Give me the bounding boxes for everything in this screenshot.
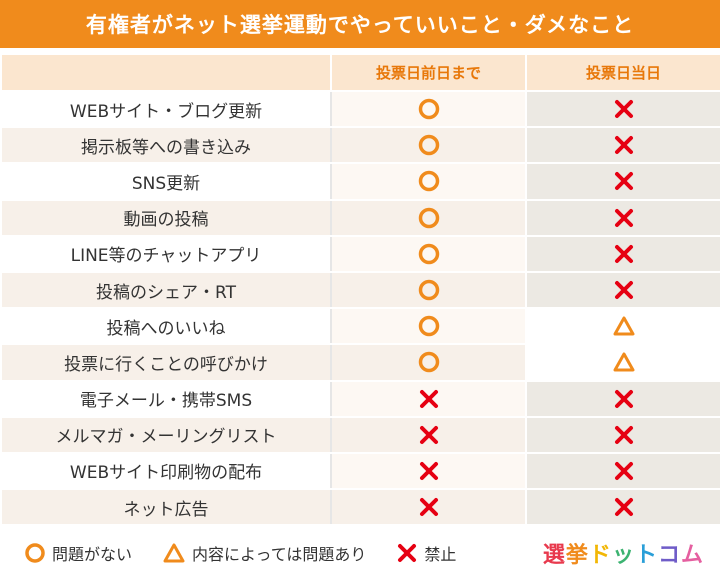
cell-election-day [525,162,720,201]
cell-election-day [525,343,720,382]
cell-election-day [525,126,720,165]
cell-election-day [525,488,720,527]
cell-election-day [525,451,720,491]
logo-char: ト [634,543,658,568]
column-header-item [0,53,332,92]
logo-char: ム [680,543,704,568]
row-label: WEBサイト印刷物の配布 [0,451,332,491]
table-header-row: 投票日前日まで 投票日当日 [0,53,720,92]
table-row: SNS更新 [0,162,720,201]
row-label: 動画の投稿 [0,198,332,237]
row-label: 投稿へのいいね [0,307,332,346]
circle-icon [418,98,439,120]
cross-icon [614,498,633,517]
row-label: 掲示板等への書き込み [0,126,332,165]
column-header-day: 投票日当日 [525,53,720,92]
cross-icon [419,425,438,444]
cross-icon [614,461,633,480]
row-label: ネット広告 [0,488,332,527]
cell-before-election-day [330,415,527,454]
cell-before-election-day [330,451,527,491]
cross-icon [614,244,633,263]
cross-icon [614,172,633,191]
cross-icon [614,136,633,155]
cell-before-election-day [330,89,527,129]
cell-before-election-day [330,343,527,382]
cell-before-election-day [330,488,527,527]
rules-table-wrapper: 投票日前日まで 投票日当日 WEBサイト・ブログ更新 掲示板等への書き込み SNS更… [0,53,720,527]
cross-icon [614,281,633,300]
cell-election-day [525,198,720,237]
row-label: WEBサイト・ブログ更新 [0,89,332,129]
circle-icon [418,315,439,337]
table-row: 投稿へのいいね [0,307,720,346]
logo-char: コ [657,543,681,568]
page-title: 有権者がネット選挙運動でやっていいこと・ダメなこと [0,0,720,48]
legend-partial: 内容によっては問題あり [162,541,366,565]
table-row: 投票に行くことの呼びかけ [0,343,720,382]
legend-ok: 問題がない [24,541,132,565]
cell-election-day [525,89,720,129]
cross-icon [614,100,633,119]
row-label: LINE等のチャットアプリ [0,234,332,273]
cross-icon [419,389,438,408]
circle-icon [418,279,439,301]
cell-before-election-day [330,234,527,273]
logo-char: ッ [611,543,635,568]
table-row: 投稿のシェア・RT [0,270,720,310]
cell-election-day [525,234,720,273]
cross-icon [419,461,438,480]
row-label: 投稿のシェア・RT [0,270,332,310]
cross-icon [614,425,633,444]
cell-election-day [525,415,720,454]
table-row: LINE等のチャットアプリ [0,234,720,273]
table-row: ネット広告 [0,488,720,527]
column-header-before: 投票日前日まで [330,53,527,92]
logo-char: 挙 [565,543,589,568]
cell-before-election-day [330,270,527,310]
table-row: WEBサイト・ブログ更新 [0,89,720,129]
triangle-icon [163,543,185,563]
cross-icon [614,389,633,408]
table-row: WEBサイト印刷物の配布 [0,451,720,491]
logo-char: ド [588,543,612,568]
legend-partial-label: 内容によっては問題あり [192,545,367,564]
triangle-icon [613,352,634,372]
circle-icon [418,352,439,373]
legend-bar: 問題がない 内容によっては問題あり 禁止 選挙ドットコム [0,530,720,576]
legend-ok-label: 問題がない [52,545,133,564]
circle-icon [418,243,439,265]
cross-icon [419,498,438,517]
cross-icon [614,208,633,227]
table-row: 掲示板等への書き込み [0,126,720,165]
cell-before-election-day [330,379,527,418]
circle-icon [25,543,45,563]
circle-icon [418,207,439,228]
cell-election-day [525,270,720,310]
row-label: メルマガ・メーリングリスト [0,415,332,454]
table-row: 動画の投稿 [0,198,720,237]
table-body: WEBサイト・ブログ更新 掲示板等への書き込み SNS更新 動画の投稿 LINE等のチャ… [0,89,720,527]
cell-before-election-day [330,198,527,237]
row-label: 投票に行くことの呼びかけ [0,343,332,382]
cell-before-election-day [330,162,527,201]
legend-ng: 禁止 [396,541,456,565]
cell-before-election-day [330,126,527,165]
legend-ng-label: 禁止 [424,545,457,564]
rules-table: 投票日前日まで 投票日当日 WEBサイト・ブログ更新 掲示板等への書き込み SNS更… [0,53,720,527]
circle-icon [418,171,439,192]
cross-icon [398,544,417,562]
cell-election-day [525,307,720,346]
logo-char: 選 [542,543,566,568]
row-label: SNS更新 [0,162,332,201]
triangle-icon [613,316,634,336]
cell-election-day [525,379,720,418]
table-row: メルマガ・メーリングリスト [0,415,720,454]
row-label: 電子メール・携帯SMS [0,379,332,418]
table-row: 電子メール・携帯SMS [0,379,720,418]
site-logo: 選挙ドットコム [543,537,704,569]
circle-icon [418,135,439,156]
cell-before-election-day [330,307,527,346]
